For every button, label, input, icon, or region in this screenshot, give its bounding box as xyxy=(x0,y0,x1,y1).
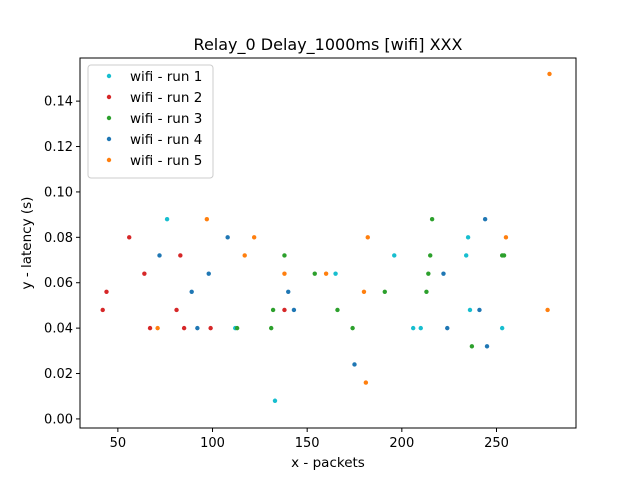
data-point-run1-7 xyxy=(418,325,423,331)
x-tick-label-200: 200 xyxy=(389,436,414,451)
data-point-run1-11 xyxy=(499,325,505,331)
data-point-run5-4 xyxy=(251,235,257,240)
legend-label-run3: wifi - run 3 xyxy=(130,111,202,127)
data-point-run3-5 xyxy=(312,271,317,276)
legend-label-run4: wifi - run 4 xyxy=(130,132,202,148)
data-point-run5-1 xyxy=(155,325,160,331)
data-point-run3-15 xyxy=(501,253,507,258)
data-point-run3-7 xyxy=(350,325,355,331)
data-point-run3-11 xyxy=(428,253,433,258)
data-point-run3-8 xyxy=(382,289,387,294)
data-point-run2-1 xyxy=(100,307,105,313)
legend-marker-run1 xyxy=(106,73,112,79)
data-point-run1-4 xyxy=(333,271,338,276)
legend-label-run1: wifi - run 1 xyxy=(130,69,202,85)
data-point-run2-2 xyxy=(104,289,109,294)
data-point-run2-7 xyxy=(178,253,183,258)
y-tick-label-0: 0.00 xyxy=(44,412,73,427)
data-point-run3-3 xyxy=(270,307,276,313)
legend-marker-run3 xyxy=(106,115,112,121)
data-point-run5-9 xyxy=(365,235,370,240)
data-point-run2-9 xyxy=(208,325,213,331)
data-point-run5-11 xyxy=(545,307,550,313)
data-point-run5-2 xyxy=(204,216,210,222)
x-axis-title: x - packets xyxy=(291,455,365,471)
data-point-run1-6 xyxy=(410,325,416,331)
y-tick-label-1: 0.02 xyxy=(44,367,73,382)
y-axis-title: y - latency (s) xyxy=(19,197,35,290)
legend-marker-run5 xyxy=(106,157,112,163)
data-point-run4-4 xyxy=(206,271,211,276)
data-point-run3-10 xyxy=(426,271,431,276)
y-tick-label-7: 0.14 xyxy=(44,95,73,110)
data-point-run4-2 xyxy=(189,289,194,294)
x-axis: 50 100 150 200 250 xyxy=(110,428,509,451)
data-point-run2-4 xyxy=(142,271,147,276)
data-point-run5-8 xyxy=(363,380,369,385)
data-point-run3-4 xyxy=(282,253,287,258)
legend-label-run2: wifi - run 2 xyxy=(130,90,202,106)
data-point-run5-12 xyxy=(547,71,552,77)
data-point-run1-10 xyxy=(467,307,473,313)
y-tick-label-4: 0.08 xyxy=(44,231,73,246)
data-point-run3-12 xyxy=(429,216,435,222)
data-point-run5-5 xyxy=(282,271,287,276)
data-point-run5-7 xyxy=(361,289,367,294)
y-tick-label-3: 0.06 xyxy=(44,276,73,291)
y-tick-label-6: 0.12 xyxy=(44,140,73,155)
data-point-run1-5 xyxy=(392,253,397,258)
data-point-run5-10 xyxy=(503,235,509,240)
data-points xyxy=(100,71,552,403)
data-point-run2-10 xyxy=(282,307,287,313)
data-point-run4-3 xyxy=(195,325,200,331)
data-point-run4-8 xyxy=(352,362,357,367)
data-point-run2-6 xyxy=(174,307,179,313)
data-point-run4-10 xyxy=(445,325,450,331)
data-point-run5-3 xyxy=(242,253,247,258)
data-point-run3-13 xyxy=(469,344,475,349)
data-point-run1-9 xyxy=(465,235,471,240)
data-point-run5-6 xyxy=(323,271,329,276)
legend-label-run5: wifi - run 5 xyxy=(130,153,202,169)
x-tick-label-50: 50 xyxy=(110,436,127,451)
data-point-run4-12 xyxy=(482,216,488,222)
legend-box xyxy=(87,64,214,179)
data-point-run4-5 xyxy=(225,235,230,240)
legend: wifi - run 1 wifi - run 2 wifi - run 3 wifi… xyxy=(87,64,214,179)
y-axis: 0.00 0.02 0.04 0.06 0.08 0.10 0.12 0.14 xyxy=(44,95,80,427)
legend-marker-run2 xyxy=(106,94,112,100)
data-point-run3-6 xyxy=(335,307,340,313)
data-point-run3-1 xyxy=(234,325,240,331)
data-point-run1-1 xyxy=(164,216,170,222)
data-point-run1-3 xyxy=(272,398,278,403)
legend-marker-run4 xyxy=(106,136,112,142)
data-point-run4-6 xyxy=(286,289,291,294)
data-point-run4-7 xyxy=(291,307,297,313)
data-point-run4-9 xyxy=(441,271,446,276)
data-point-run3-9 xyxy=(424,289,429,294)
plot-frame xyxy=(79,57,577,429)
data-point-run4-11 xyxy=(477,307,482,313)
data-point-run2-8 xyxy=(181,325,187,331)
x-tick-label-100: 100 xyxy=(200,436,225,451)
data-point-run4-13 xyxy=(484,344,490,349)
chart-title: Relay_0 Delay_1000ms [wifi] XXX xyxy=(194,35,463,55)
y-tick-label-5: 0.10 xyxy=(44,185,73,200)
data-point-run2-3 xyxy=(127,235,132,240)
data-point-run1-8 xyxy=(464,253,469,258)
x-tick-label-250: 250 xyxy=(484,436,509,451)
data-point-run2-5 xyxy=(147,325,153,331)
x-tick-label-150: 150 xyxy=(295,436,320,451)
data-point-run3-2 xyxy=(269,325,274,331)
y-tick-label-2: 0.04 xyxy=(44,322,73,337)
data-point-run4-1 xyxy=(157,253,162,258)
